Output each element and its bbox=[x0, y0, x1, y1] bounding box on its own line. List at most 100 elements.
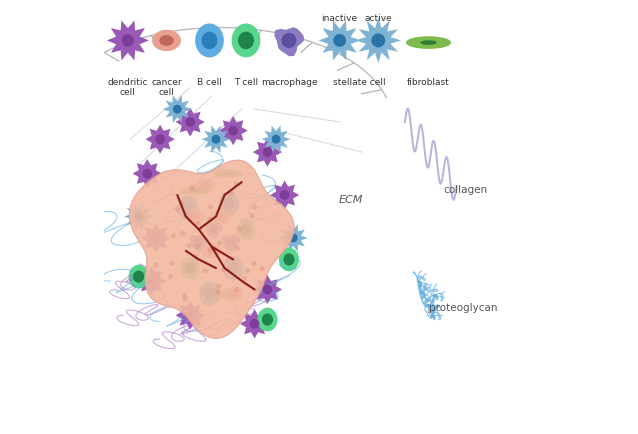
Circle shape bbox=[235, 246, 240, 251]
Ellipse shape bbox=[200, 183, 211, 191]
Ellipse shape bbox=[241, 224, 251, 236]
Circle shape bbox=[237, 227, 242, 233]
Circle shape bbox=[185, 118, 195, 128]
Polygon shape bbox=[137, 267, 166, 296]
Circle shape bbox=[184, 214, 189, 219]
Polygon shape bbox=[163, 96, 192, 124]
Circle shape bbox=[252, 261, 257, 266]
Polygon shape bbox=[205, 222, 223, 240]
Text: inactive: inactive bbox=[322, 13, 358, 23]
Circle shape bbox=[174, 207, 179, 212]
Ellipse shape bbox=[223, 198, 235, 210]
Ellipse shape bbox=[199, 282, 220, 306]
Ellipse shape bbox=[238, 33, 254, 50]
Circle shape bbox=[142, 169, 152, 179]
Polygon shape bbox=[222, 234, 241, 253]
Ellipse shape bbox=[279, 248, 299, 272]
Circle shape bbox=[182, 297, 188, 302]
Text: cancer
cell: cancer cell bbox=[151, 78, 182, 97]
Polygon shape bbox=[107, 21, 149, 61]
Circle shape bbox=[131, 209, 146, 225]
Circle shape bbox=[272, 135, 281, 144]
Ellipse shape bbox=[182, 202, 194, 215]
Ellipse shape bbox=[223, 286, 244, 302]
Polygon shape bbox=[270, 181, 299, 210]
Ellipse shape bbox=[406, 37, 451, 50]
Circle shape bbox=[263, 285, 272, 295]
Polygon shape bbox=[202, 126, 230, 154]
Circle shape bbox=[333, 35, 346, 48]
Ellipse shape bbox=[160, 36, 174, 47]
Polygon shape bbox=[253, 138, 282, 167]
Polygon shape bbox=[189, 234, 208, 253]
Circle shape bbox=[228, 126, 238, 136]
Ellipse shape bbox=[207, 247, 217, 255]
Circle shape bbox=[242, 276, 247, 282]
Circle shape bbox=[151, 233, 161, 243]
Text: macrophage: macrophage bbox=[261, 78, 317, 87]
Circle shape bbox=[221, 267, 226, 273]
Circle shape bbox=[229, 191, 234, 196]
Circle shape bbox=[269, 132, 284, 148]
Text: T cell: T cell bbox=[234, 78, 258, 87]
Text: proteoglycan: proteoglycan bbox=[429, 302, 497, 312]
Circle shape bbox=[185, 311, 195, 320]
Circle shape bbox=[134, 213, 143, 221]
Circle shape bbox=[155, 135, 165, 145]
Polygon shape bbox=[175, 108, 205, 137]
Polygon shape bbox=[141, 224, 170, 253]
Ellipse shape bbox=[177, 196, 198, 220]
Circle shape bbox=[208, 248, 214, 253]
Text: fibroblast: fibroblast bbox=[407, 78, 450, 87]
Circle shape bbox=[170, 102, 185, 118]
Ellipse shape bbox=[202, 290, 230, 298]
Ellipse shape bbox=[195, 180, 216, 194]
Circle shape bbox=[181, 231, 186, 236]
Text: stellate cell: stellate cell bbox=[332, 78, 385, 87]
Circle shape bbox=[252, 205, 257, 210]
Circle shape bbox=[234, 182, 239, 187]
Ellipse shape bbox=[189, 213, 200, 221]
Ellipse shape bbox=[133, 271, 144, 283]
Ellipse shape bbox=[195, 24, 224, 58]
Text: dendritic
cell: dendritic cell bbox=[108, 78, 148, 97]
Ellipse shape bbox=[202, 33, 218, 50]
Circle shape bbox=[281, 34, 297, 49]
Circle shape bbox=[182, 293, 187, 298]
Circle shape bbox=[226, 238, 235, 247]
Polygon shape bbox=[240, 309, 269, 339]
Circle shape bbox=[216, 290, 221, 295]
Polygon shape bbox=[218, 117, 248, 146]
Ellipse shape bbox=[210, 210, 230, 224]
Ellipse shape bbox=[185, 263, 195, 274]
Ellipse shape bbox=[227, 262, 239, 275]
Ellipse shape bbox=[283, 254, 295, 266]
Circle shape bbox=[122, 35, 134, 47]
Circle shape bbox=[203, 269, 208, 274]
Circle shape bbox=[179, 201, 184, 207]
Polygon shape bbox=[253, 275, 282, 304]
Polygon shape bbox=[279, 225, 308, 252]
Ellipse shape bbox=[184, 210, 205, 224]
Circle shape bbox=[234, 287, 239, 293]
Text: collagen: collagen bbox=[443, 185, 487, 195]
Circle shape bbox=[173, 105, 182, 114]
Ellipse shape bbox=[129, 265, 149, 289]
Circle shape bbox=[195, 244, 200, 250]
Ellipse shape bbox=[237, 219, 255, 241]
Circle shape bbox=[186, 243, 191, 248]
Circle shape bbox=[168, 274, 173, 279]
Circle shape bbox=[249, 319, 260, 329]
Ellipse shape bbox=[189, 190, 200, 193]
Circle shape bbox=[195, 221, 200, 227]
Ellipse shape bbox=[223, 256, 244, 281]
Circle shape bbox=[280, 191, 290, 201]
Ellipse shape bbox=[257, 308, 278, 332]
Ellipse shape bbox=[232, 24, 260, 58]
Circle shape bbox=[263, 148, 272, 158]
Circle shape bbox=[212, 135, 220, 144]
Polygon shape bbox=[175, 301, 205, 330]
Ellipse shape bbox=[211, 293, 221, 296]
Ellipse shape bbox=[215, 213, 225, 221]
Circle shape bbox=[286, 231, 301, 246]
